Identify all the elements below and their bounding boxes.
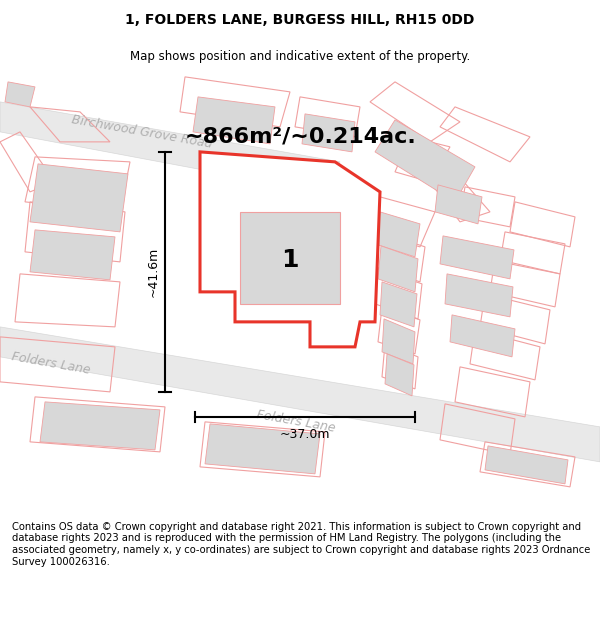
Polygon shape <box>385 354 414 396</box>
Text: ~41.6m: ~41.6m <box>146 247 160 297</box>
Polygon shape <box>450 315 515 357</box>
Polygon shape <box>240 212 340 304</box>
Polygon shape <box>5 82 35 107</box>
Polygon shape <box>302 114 355 152</box>
Polygon shape <box>382 319 415 364</box>
Text: 1, FOLDERS LANE, BURGESS HILL, RH15 0DD: 1, FOLDERS LANE, BURGESS HILL, RH15 0DD <box>125 13 475 27</box>
Text: ~866m²/~0.214ac.: ~866m²/~0.214ac. <box>185 127 417 147</box>
Polygon shape <box>205 424 320 474</box>
Polygon shape <box>30 164 128 232</box>
Polygon shape <box>40 402 160 450</box>
Polygon shape <box>30 230 115 280</box>
Text: Contains OS data © Crown copyright and database right 2021. This information is : Contains OS data © Crown copyright and d… <box>12 522 590 567</box>
Text: Map shows position and indicative extent of the property.: Map shows position and indicative extent… <box>130 49 470 62</box>
Polygon shape <box>485 446 568 484</box>
Polygon shape <box>378 246 418 292</box>
Text: Birchwood Grove Road: Birchwood Grove Road <box>70 113 213 151</box>
Polygon shape <box>193 97 275 144</box>
Polygon shape <box>375 212 420 257</box>
Polygon shape <box>0 327 600 462</box>
Polygon shape <box>380 282 417 327</box>
Polygon shape <box>445 274 513 317</box>
Polygon shape <box>435 185 482 224</box>
Text: Folders Lane: Folders Lane <box>10 351 91 378</box>
Polygon shape <box>200 152 380 347</box>
Polygon shape <box>0 102 340 192</box>
Polygon shape <box>440 236 514 279</box>
Text: Folders Lane: Folders Lane <box>255 409 336 435</box>
Polygon shape <box>375 120 475 202</box>
Text: 1: 1 <box>281 248 299 272</box>
Text: ~37.0m: ~37.0m <box>280 428 330 441</box>
